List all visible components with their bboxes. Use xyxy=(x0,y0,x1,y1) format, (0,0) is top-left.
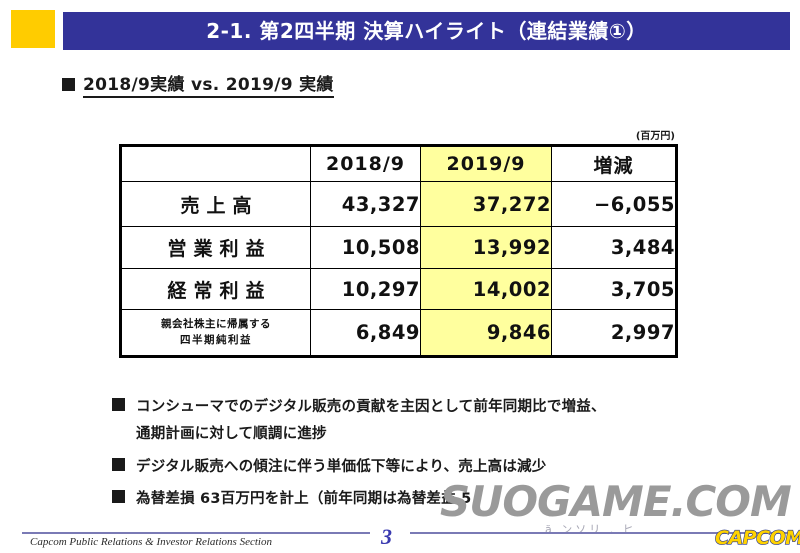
subtitle-label: 2018/9実績 vs. 2019/9 実績 xyxy=(83,70,334,98)
table-unit-note: (百万円) xyxy=(635,131,675,142)
table-header-row: 2018/9 2019/9 増減 xyxy=(119,144,678,182)
list-item: 為替差損 63百万円を計上（前年同期は為替差益 5 xyxy=(112,486,712,513)
bullet-text-1-line1: コンシューマでのデジタル販売の貢献を主因として前年同期比で増益、 xyxy=(136,399,606,415)
list-item: デジタル販売への傾注に伴う単価低下等により、売上高は減少 xyxy=(112,454,712,481)
table-row: 経常利益 10,297 14,002 3,705 xyxy=(119,268,678,310)
commentary-list: コンシューマでのデジタル販売の貢献を主因として前年同期比で増益、 通期計画に対し… xyxy=(112,394,712,519)
bullet-text-3: 為替差損 63百万円を計上（前年同期は為替差益 5 xyxy=(136,491,472,508)
footer-text: Capcom Public Relations & Investor Relat… xyxy=(30,536,272,548)
square-bullet-icon xyxy=(112,490,125,504)
header-banner xyxy=(63,12,790,50)
cell-net-sales-change: −6,055 xyxy=(551,181,678,227)
table-row: 営業利益 10,508 13,992 3,484 xyxy=(119,226,678,269)
cell-net-sales-2019: 37,272 xyxy=(420,181,552,227)
square-bullet-icon xyxy=(112,398,125,411)
cell-ordinary-income-2018: 10,297 xyxy=(310,268,421,310)
column-header-2018: 2018/9 xyxy=(310,144,421,182)
cell-net-income-2019: 9,846 xyxy=(420,309,552,358)
watermark-subtext: ă ンソリ . ヒ xyxy=(545,523,637,536)
cell-ordinary-income-2019: 14,002 xyxy=(420,268,552,310)
table-corner-cell xyxy=(119,144,311,182)
row-label-net-income-line1: 親会社株主に帰属する xyxy=(161,318,271,331)
footer-divider-right xyxy=(410,532,790,534)
bullet-text-1: コンシューマでのデジタル販売の貢献を主因として前年同期比で増益、 通期計画に対し… xyxy=(136,394,606,448)
column-header-2019: 2019/9 xyxy=(420,144,552,182)
row-label-net-sales: 売上高 xyxy=(119,181,311,227)
cell-net-income-2018: 6,849 xyxy=(310,309,421,358)
financial-results-table: 2018/9 2019/9 増減 売上高 43,327 37,272 −6,05… xyxy=(119,144,678,358)
page-title: 2-1. 第2四半期 決算ハイライト（連結業績①） xyxy=(206,19,647,43)
cell-ordinary-income-change: 3,705 xyxy=(551,268,678,310)
table-row: 親会社株主に帰属する 四半期純利益 6,849 9,846 2,997 xyxy=(119,309,678,358)
row-label-net-income: 親会社株主に帰属する 四半期純利益 xyxy=(119,309,311,358)
row-label-net-income-line2: 四半期純利益 xyxy=(180,333,252,346)
cell-net-sales-2018: 43,327 xyxy=(310,181,421,227)
cell-operating-income-change: 3,484 xyxy=(551,226,678,269)
footer-divider-left xyxy=(22,532,370,534)
square-bullet-icon xyxy=(62,77,75,91)
cell-operating-income-2018: 10,508 xyxy=(310,226,421,269)
square-bullet-icon xyxy=(112,457,125,471)
row-label-operating-income: 営業利益 xyxy=(119,226,311,269)
page-number: 3 xyxy=(381,524,392,549)
row-label-ordinary-income: 経常利益 xyxy=(119,268,311,310)
header-accent-block xyxy=(11,10,55,48)
table-row: 売上高 43,327 37,272 −6,055 xyxy=(119,181,678,227)
cell-net-income-change: 2,997 xyxy=(551,309,678,358)
column-header-change: 増減 xyxy=(551,144,678,182)
subtitle: 2018/9実績 vs. 2019/9 実績 xyxy=(62,70,334,98)
bullet-text-1-line2: 通期計画に対して順調に進捗 xyxy=(136,425,327,442)
bullet-text-2: デジタル販売への傾注に伴う単価低下等により、売上高は減少 xyxy=(136,458,547,475)
list-item: コンシューマでのデジタル販売の貢献を主因として前年同期比で増益、 通期計画に対し… xyxy=(112,394,712,448)
cell-operating-income-2019: 13,992 xyxy=(420,226,552,269)
capcom-logo: CAPCOM xyxy=(714,526,800,549)
